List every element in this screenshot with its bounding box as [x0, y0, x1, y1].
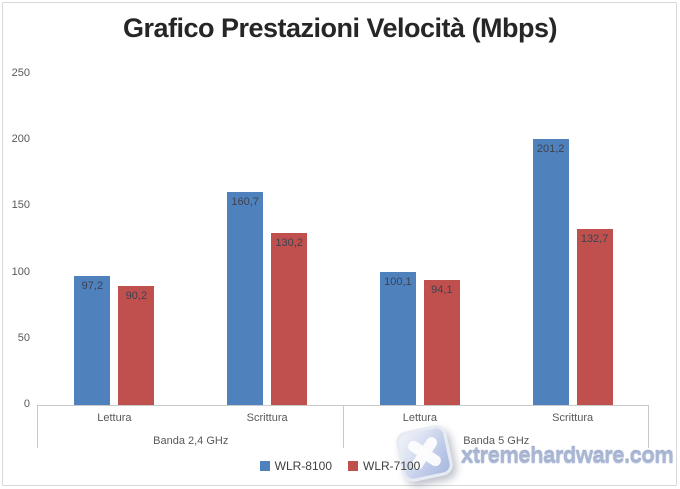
- legend-label: WLR-7100: [363, 459, 421, 473]
- bar-data-label: 100,1: [384, 276, 412, 289]
- xtremehardware-x-icon: [394, 423, 455, 484]
- bar-wlr-8100-scrittura: 160,7: [227, 192, 264, 405]
- category-label: Scrittura: [552, 412, 594, 424]
- group-label: Banda 2,4 GHz: [153, 435, 229, 447]
- bar-data-label: 90,2: [125, 289, 148, 302]
- chart-title: Grafico Prestazioni Velocità (Mbps): [122, 13, 558, 43]
- legend-label: WLR-8100: [274, 459, 332, 473]
- bar-data-label: 130,2: [275, 236, 303, 249]
- category-divider-line: [648, 405, 649, 448]
- y-axis-tick-label: 150: [11, 199, 30, 212]
- bar-data-label: 132,7: [580, 233, 609, 246]
- y-axis-tick-label: 50: [17, 331, 30, 344]
- bar-data-label: 94,1: [431, 284, 453, 297]
- category-divider-line: [342, 405, 344, 448]
- legend-swatch-icon: [348, 461, 358, 471]
- category-divider-line: [37, 405, 38, 448]
- bar-wlr-7100-lettura: 90,2: [118, 285, 155, 405]
- legend-item-wlr-8100: WLR-8100: [259, 459, 332, 473]
- bar-data-label: 160,7: [231, 196, 259, 209]
- x-axis-line: [38, 405, 649, 406]
- y-axis-tick-label: 250: [11, 67, 30, 79]
- group-label: Banda 5 GHz: [463, 435, 530, 447]
- category-label: Lettura: [97, 412, 132, 424]
- legend-swatch-icon: [259, 461, 270, 471]
- bar-wlr-8100-scrittura: 201,2: [532, 138, 569, 405]
- legend: WLR-8100 WLR-7100: [0, 459, 680, 473]
- bar-wlr-8100-lettura: 100,1: [379, 272, 416, 405]
- bar-data-label: 201,2: [536, 142, 565, 155]
- category-label: Scrittura: [246, 412, 288, 424]
- bar-wlr-7100-lettura: 94,1: [423, 280, 460, 405]
- bar-data-label: 97,2: [81, 280, 104, 293]
- y-axis-tick-label: 0: [23, 398, 30, 410]
- legend-item-wlr-7100: WLR-7100: [348, 459, 420, 473]
- bar-wlr-8100-lettura: 97,2: [74, 276, 111, 405]
- y-axis-tick-label: 100: [11, 265, 30, 278]
- y-axis-tick-label: 200: [11, 133, 30, 146]
- category-label: Lettura: [402, 412, 437, 424]
- bar-wlr-7100-scrittura: 130,2: [271, 232, 308, 405]
- bar-wlr-7100-scrittura: 132,7: [576, 229, 613, 405]
- watermark-text: xtremehardware.com: [461, 443, 674, 468]
